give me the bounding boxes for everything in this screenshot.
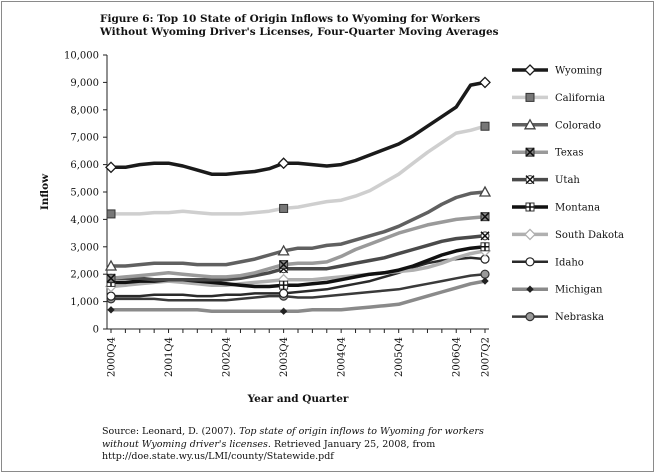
y-tick-label: 9,000 xyxy=(70,78,99,89)
legend-label-texas: Texas xyxy=(555,148,584,159)
series-texas xyxy=(106,212,490,283)
x-tick-label: 2003Q4 xyxy=(279,337,290,377)
y-tick-label: 0 xyxy=(93,325,99,336)
legend-label-south-dakota: South Dakota xyxy=(555,230,624,241)
x-tick-label: 2007Q2 xyxy=(481,337,492,377)
series-line-michigan xyxy=(111,279,486,313)
figure-title: Figure 6: Top 10 State of Origin Inflows… xyxy=(100,13,499,38)
legend-marker-wyoming xyxy=(524,64,536,76)
data-point-nebraska xyxy=(480,269,490,279)
series-line-texas xyxy=(110,214,486,281)
legend-marker-nebraska xyxy=(525,312,535,322)
x-tick-label: 2006Q4 xyxy=(452,337,463,377)
x-tick-label: 2004Q4 xyxy=(337,337,348,377)
source-suffix: Retrieved January 25, 2008, from http://… xyxy=(102,438,436,463)
series-line-south-dakota xyxy=(110,249,486,289)
data-point-colorado xyxy=(104,259,118,271)
series-wyoming xyxy=(105,76,491,176)
legend-marker-utah xyxy=(525,175,535,185)
series-line-wyoming xyxy=(111,80,486,176)
x-tick-label: 2000Q4 xyxy=(107,337,118,377)
legend-label-nebraska: Nebraska xyxy=(555,312,604,323)
source-prefix: Source: Leonard, D. (2007). xyxy=(102,426,240,437)
legend-item-california: California xyxy=(512,92,605,104)
legend-item-texas: Texas xyxy=(512,147,584,159)
data-point-texas xyxy=(480,212,490,222)
data-point-michigan xyxy=(279,307,288,315)
series-line-california xyxy=(111,124,486,216)
legend-item-nebraska: Nebraska xyxy=(512,312,604,323)
legend-label-california: California xyxy=(555,93,605,104)
legend-label-colorado: Colorado xyxy=(555,120,601,131)
x-tick-label: 2005Q4 xyxy=(394,337,405,377)
data-point-utah xyxy=(480,231,490,241)
data-point-california xyxy=(480,121,490,131)
y-tick-label: 1,000 xyxy=(70,297,99,308)
source-note: Source: Leonard, D. (2007). Top state of… xyxy=(102,426,522,464)
data-point-colorado xyxy=(478,185,492,197)
legend-marker-michigan xyxy=(526,285,534,293)
y-tick-label: 7,000 xyxy=(70,133,99,144)
legend-item-montana: Montana xyxy=(512,202,600,214)
data-point-idaho xyxy=(279,288,289,298)
data-point-wyoming xyxy=(105,161,117,174)
series-california xyxy=(106,121,490,219)
data-point-wyoming xyxy=(479,76,491,89)
data-point-idaho xyxy=(106,291,116,301)
legend-item-colorado: Colorado xyxy=(512,118,601,131)
data-point-texas xyxy=(106,273,116,283)
legend-marker-texas xyxy=(525,147,535,157)
x-axis-title: Year and Quarter xyxy=(247,393,349,405)
legend-item-wyoming: Wyoming xyxy=(512,64,603,77)
legend-label-wyoming: Wyoming xyxy=(555,66,603,77)
data-point-texas xyxy=(279,260,289,270)
y-tick-label: 8,000 xyxy=(70,105,99,116)
series-idaho xyxy=(106,254,490,301)
data-point-colorado xyxy=(277,244,290,256)
legend-item-michigan: Michigan xyxy=(512,285,603,296)
legend-marker-montana xyxy=(525,202,535,212)
legend-item-utah: Utah xyxy=(512,175,580,186)
series-line-idaho xyxy=(111,256,486,298)
legend-item-idaho: Idaho xyxy=(512,257,584,268)
data-point-michigan xyxy=(107,306,115,314)
data-point-michigan xyxy=(481,277,489,285)
legend-label-michigan: Michigan xyxy=(555,285,603,296)
series-line-nebraska xyxy=(111,272,486,302)
y-tick-label: 2,000 xyxy=(70,270,99,281)
legend-marker-colorado xyxy=(523,118,537,130)
data-point-california xyxy=(106,209,116,219)
legend-label-idaho: Idaho xyxy=(555,257,584,268)
legend-marker-california xyxy=(525,92,535,102)
source-title: Top state of origin inflows to Wyoming f… xyxy=(102,426,484,450)
x-tick-label: 2001Q4 xyxy=(164,337,175,377)
series-line-utah xyxy=(111,234,486,282)
y-tick-label: 4,000 xyxy=(70,215,99,226)
data-point-montana xyxy=(279,280,289,290)
x-tick-label: 2002Q4 xyxy=(222,337,233,377)
legend-label-utah: Utah xyxy=(555,175,580,186)
series-colorado xyxy=(104,185,492,271)
series-michigan xyxy=(107,277,489,315)
y-tick-label: 3,000 xyxy=(70,242,99,253)
legend-marker-idaho xyxy=(525,257,535,267)
y-tick-label: 5,000 xyxy=(70,188,99,199)
legend-label-montana: Montana xyxy=(555,203,600,214)
data-point-wyoming xyxy=(277,157,290,170)
data-point-montana xyxy=(480,242,490,252)
y-tick-label: 6,000 xyxy=(70,160,99,171)
legend: Wyoming California Colorado Texas Utah Montan… xyxy=(512,64,624,323)
series-line-colorado xyxy=(111,190,486,268)
y-axis-title: Inflow xyxy=(39,173,51,210)
y-tick-label: 10,000 xyxy=(64,51,99,62)
legend-item-south-dakota: South Dakota xyxy=(512,228,624,241)
data-point-california xyxy=(279,203,289,213)
legend-marker-south-dakota xyxy=(524,228,536,241)
